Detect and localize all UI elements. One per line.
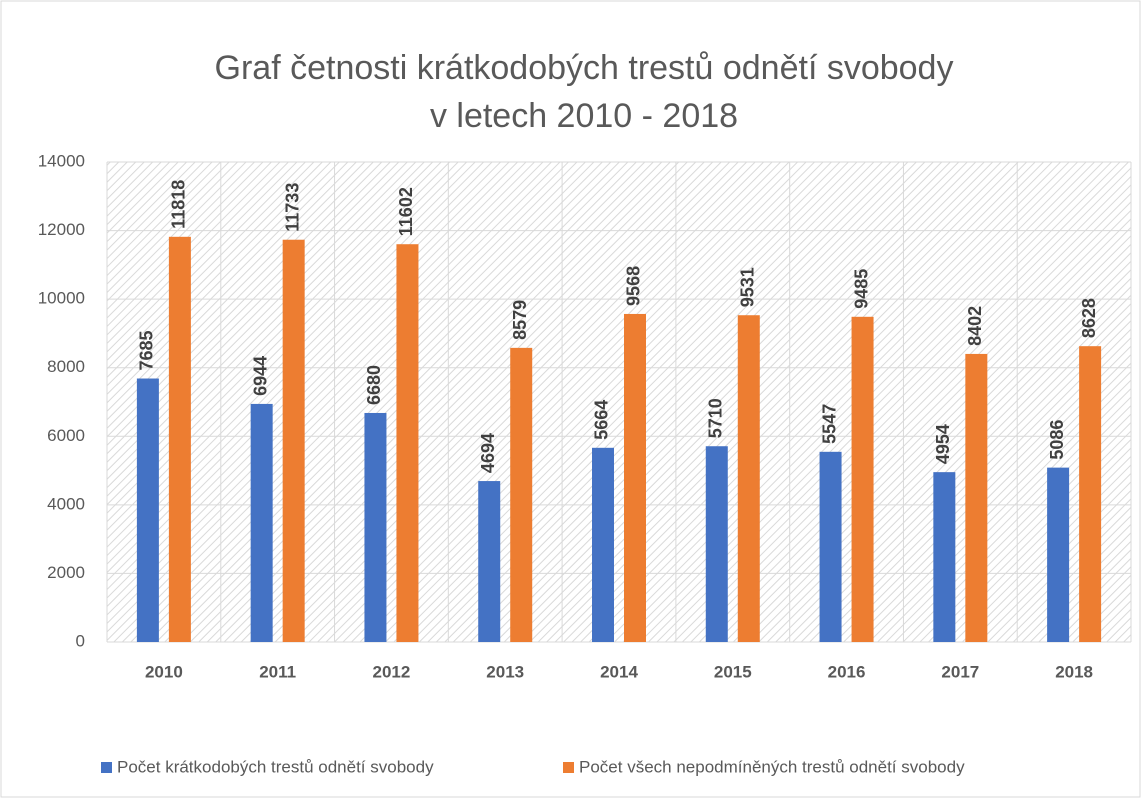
legend-swatch bbox=[563, 762, 574, 773]
bar bbox=[396, 244, 419, 642]
legend-label: Počet všech nepodmíněných trestů odnětí … bbox=[579, 757, 965, 776]
x-tick-label: 2014 bbox=[600, 662, 638, 681]
y-tick-label: 0 bbox=[76, 631, 85, 650]
y-tick-label: 8000 bbox=[47, 357, 85, 376]
x-tick-label: 2011 bbox=[259, 662, 296, 681]
bar bbox=[478, 481, 501, 642]
bar bbox=[965, 353, 988, 642]
bar bbox=[364, 412, 387, 642]
data-label: 7685 bbox=[137, 330, 157, 370]
plot-area bbox=[107, 162, 1131, 642]
bar bbox=[851, 316, 874, 642]
data-label: 9568 bbox=[624, 266, 644, 306]
legend-swatch bbox=[101, 762, 112, 773]
data-label: 6944 bbox=[250, 356, 270, 396]
data-label: 9485 bbox=[851, 269, 871, 309]
bar bbox=[592, 447, 614, 642]
data-label: 4954 bbox=[933, 424, 953, 464]
data-label: 8579 bbox=[510, 300, 530, 340]
y-tick-label: 2000 bbox=[47, 563, 85, 582]
x-tick-label: 2010 bbox=[145, 662, 183, 681]
chart-title: Graf četnosti krátkodobých trestů odnětí… bbox=[215, 49, 954, 87]
legend-label: Počet krátkodobých trestů odnětí svobody bbox=[117, 757, 434, 776]
data-label: 5086 bbox=[1047, 420, 1067, 460]
bar bbox=[250, 403, 273, 642]
data-label: 8402 bbox=[965, 306, 985, 346]
data-label: 8628 bbox=[1079, 298, 1099, 338]
data-label: 5710 bbox=[706, 398, 726, 438]
data-label: 4694 bbox=[478, 433, 498, 473]
bar bbox=[1047, 467, 1070, 642]
bar bbox=[705, 446, 728, 642]
bar bbox=[624, 313, 646, 642]
bar bbox=[819, 451, 842, 642]
y-tick-label: 12000 bbox=[38, 220, 85, 239]
data-label: 11733 bbox=[282, 183, 302, 232]
data-label: 5664 bbox=[592, 400, 612, 440]
bar bbox=[282, 239, 305, 642]
bar bbox=[510, 347, 533, 642]
x-tick-label: 2013 bbox=[486, 662, 524, 681]
bar bbox=[168, 236, 191, 642]
bar bbox=[737, 315, 760, 642]
bar bbox=[136, 378, 159, 642]
x-tick-label: 2015 bbox=[714, 662, 752, 681]
y-tick-label: 14000 bbox=[38, 151, 85, 170]
y-tick-label: 4000 bbox=[47, 494, 85, 513]
chart-title: v letech 2010 - 2018 bbox=[430, 97, 738, 135]
data-label: 9531 bbox=[738, 267, 758, 307]
x-tick-label: 2012 bbox=[373, 662, 411, 681]
x-tick-label: 2016 bbox=[828, 662, 866, 681]
data-label: 11602 bbox=[396, 187, 416, 236]
y-tick-label: 10000 bbox=[38, 289, 85, 308]
bar bbox=[933, 472, 956, 642]
data-label: 11818 bbox=[169, 180, 189, 229]
data-label: 5547 bbox=[819, 404, 839, 444]
bar bbox=[1079, 346, 1102, 642]
data-label: 6680 bbox=[364, 365, 384, 405]
x-tick-label: 2018 bbox=[1055, 662, 1093, 681]
y-tick-label: 6000 bbox=[47, 426, 85, 445]
x-tick-label: 2017 bbox=[941, 662, 979, 681]
